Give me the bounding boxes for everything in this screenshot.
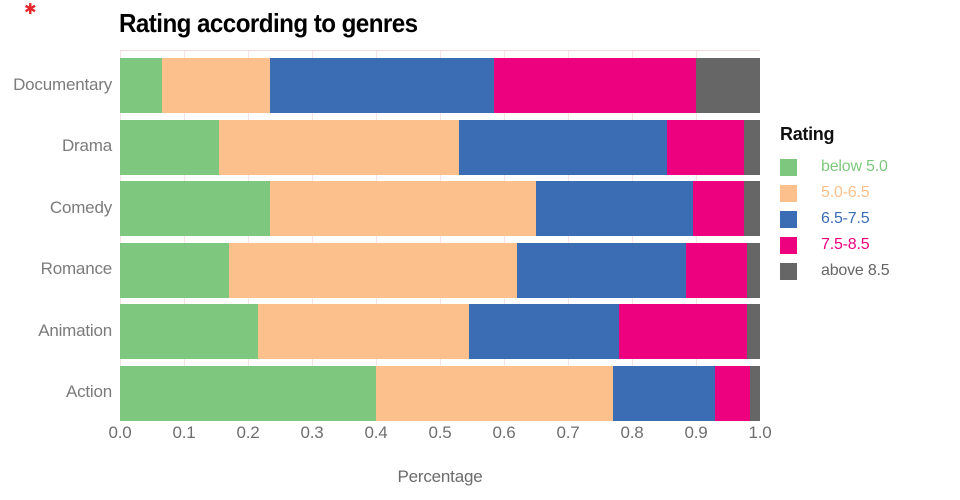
legend-label: 6.5-7.5 (821, 210, 870, 227)
x-tick-label: 0.2 (236, 423, 260, 442)
legend-item: 5.0-6.5 (780, 180, 958, 206)
legend-swatch (780, 236, 797, 254)
x-tick-label: 0.5 (428, 423, 452, 442)
x-tick-label: 0.4 (364, 423, 388, 442)
bar-row-documentary (120, 58, 760, 113)
bar-segment (619, 304, 748, 359)
legend-label: 5.0-6.5 (821, 184, 870, 201)
bar-segment (120, 58, 162, 113)
category-label: Romance (40, 259, 113, 278)
bar-segment (692, 181, 744, 236)
bar-segment (536, 181, 693, 236)
plot-area (120, 50, 760, 421)
bar-row-romance (120, 242, 760, 298)
legend-item: 7.5-8.5 (780, 232, 958, 258)
x-tick-label: 0.9 (684, 423, 708, 442)
bar-segment (747, 304, 760, 359)
bar-segment (120, 304, 258, 359)
x-tick-label: 1.0 (748, 423, 772, 442)
bar-row-animation (120, 304, 760, 359)
legend-title: Rating (780, 124, 835, 144)
x-axis-label: Percentage (397, 467, 483, 486)
category-label: Documentary (13, 74, 112, 94)
bar-segment (667, 119, 744, 175)
legend-item: below 5.0 (780, 154, 958, 180)
bar-segment (120, 365, 376, 421)
legend-swatch (780, 184, 797, 202)
category-label: Comedy (49, 197, 112, 217)
bar-row-comedy (120, 181, 760, 236)
x-axis: 0.0 0.1 0.2 0.3 0.4 0.5 0.6 0.7 0.8 0.9 1.0 (108, 423, 771, 443)
bar-segment (612, 365, 716, 421)
bar-segment (750, 365, 760, 421)
bar-segment (228, 242, 517, 298)
category-label: Animation (38, 320, 112, 340)
legend-item: 6.5-7.5 (780, 206, 958, 232)
x-tick-label: 0.6 (492, 423, 516, 442)
bar-segment (459, 119, 668, 175)
bar-segment (270, 58, 495, 113)
legend-label: below 5.0 (821, 158, 888, 175)
legend-swatch (780, 262, 797, 280)
bar-segment (696, 58, 760, 113)
bar-segment (270, 181, 536, 236)
bar-segment (744, 119, 760, 175)
legend: Rating below 5.0 5.0-6.5 6.5-7.5 7.5-8.5 abo… (780, 124, 958, 284)
bar-segment (257, 304, 469, 359)
x-tick-label: 0.8 (620, 423, 644, 442)
x-tick-label: 0.7 (556, 423, 580, 442)
bar-segment (120, 119, 220, 175)
legend-label: above 8.5 (821, 262, 890, 279)
bar-segment (120, 242, 229, 298)
bar-segment (219, 119, 460, 175)
category-label: Drama (61, 136, 112, 155)
bar-segment (120, 181, 271, 236)
bar-row-action (120, 365, 760, 421)
bar-segment (747, 242, 760, 298)
legend-swatch (780, 158, 797, 176)
x-tick-label: 0.0 (108, 423, 132, 442)
legend-item: above 8.5 (780, 258, 958, 284)
legend-items: below 5.0 5.0-6.5 6.5-7.5 7.5-8.5 above 8.5 (780, 154, 958, 284)
x-tick-label: 0.3 (300, 423, 324, 442)
red-corner-mark: ✱ (24, 1, 37, 18)
bar-segment (516, 242, 687, 298)
legend-label: 7.5-8.5 (821, 236, 870, 253)
bar-segment (376, 365, 613, 421)
bar-segment (715, 365, 751, 421)
bar-segment (494, 58, 696, 113)
x-tick-label: 0.1 (172, 423, 196, 442)
legend-swatch (780, 210, 797, 228)
category-label: Action (65, 382, 112, 401)
bar-segment (744, 181, 760, 236)
bar-segment (468, 304, 620, 359)
bar-row-drama (120, 119, 760, 175)
chart-title: Rating according to genres (119, 8, 418, 38)
bar-segment (686, 242, 748, 298)
bar-segment (161, 58, 271, 113)
